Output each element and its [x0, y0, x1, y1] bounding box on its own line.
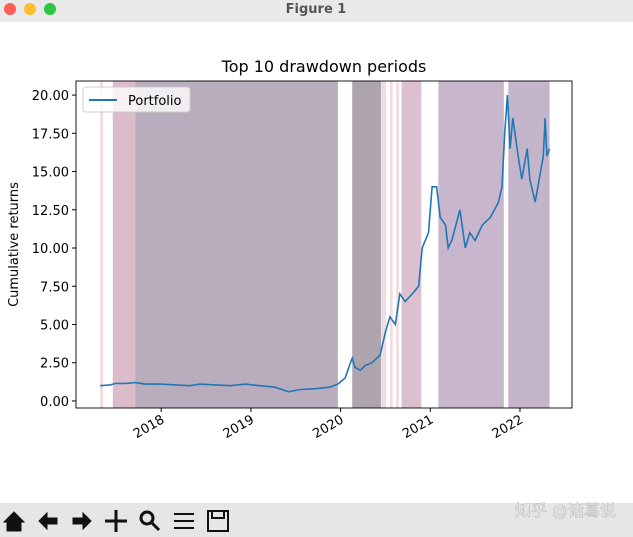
- series-line: [100, 95, 551, 393]
- y-tick-label: 5.00: [40, 318, 69, 333]
- y-tick-label: 17.50: [32, 127, 69, 142]
- x-tick-label: 2021: [400, 412, 436, 442]
- axes-frame: [75, 80, 573, 409]
- legend-label: Portfolio: [128, 94, 182, 109]
- title-bar: [0, 0, 633, 22]
- y-tick-label: 10.00: [32, 242, 69, 257]
- legend-box: [82, 86, 191, 113]
- y-tick-label: 0.00: [40, 395, 69, 410]
- x-tick-label: 2020: [310, 412, 346, 442]
- zoom-tool-button[interactable]: [139, 510, 161, 532]
- y-axis-label: Cumulative returns: [7, 182, 22, 307]
- back-button[interactable]: [38, 511, 58, 531]
- watermark: 知乎 @诸葛说: [515, 501, 616, 520]
- y-tick-label: 15.00: [32, 166, 69, 181]
- drawdown-span: [401, 81, 422, 408]
- y-tick-label: 7.50: [40, 280, 69, 295]
- drawdown-span: [396, 81, 399, 408]
- minimize-button[interactable]: [24, 3, 36, 15]
- close-button[interactable]: [4, 3, 16, 15]
- y-tick-label: 12.50: [32, 204, 69, 219]
- drawdown-span: [112, 81, 136, 408]
- drawdown-span: [352, 81, 381, 408]
- save-button[interactable]: [207, 510, 229, 532]
- window-title: Figure 1: [286, 2, 347, 17]
- x-tick-label: 2019: [221, 412, 257, 442]
- toolbar-icons: [2, 510, 229, 532]
- plot: Top 10 drawdown periods Cumulative return…: [7, 57, 573, 442]
- drawdown-span: [135, 81, 338, 408]
- y-tick-label: 20.00: [32, 89, 69, 104]
- home-button[interactable]: [2, 511, 26, 532]
- drawdown-span: [389, 81, 393, 408]
- drawdown-span: [100, 81, 103, 408]
- forward-button[interactable]: [72, 511, 92, 531]
- drawdown-span: [380, 81, 387, 408]
- chart-title: Top 10 drawdown periods: [221, 57, 427, 76]
- zoom-button[interactable]: [44, 3, 56, 15]
- x-tick-label: 2018: [131, 412, 167, 442]
- configure-button[interactable]: [174, 513, 194, 529]
- y-tick-label: 2.50: [40, 357, 69, 372]
- x-tick-label: 2022: [490, 412, 526, 442]
- pan-button[interactable]: [105, 510, 127, 532]
